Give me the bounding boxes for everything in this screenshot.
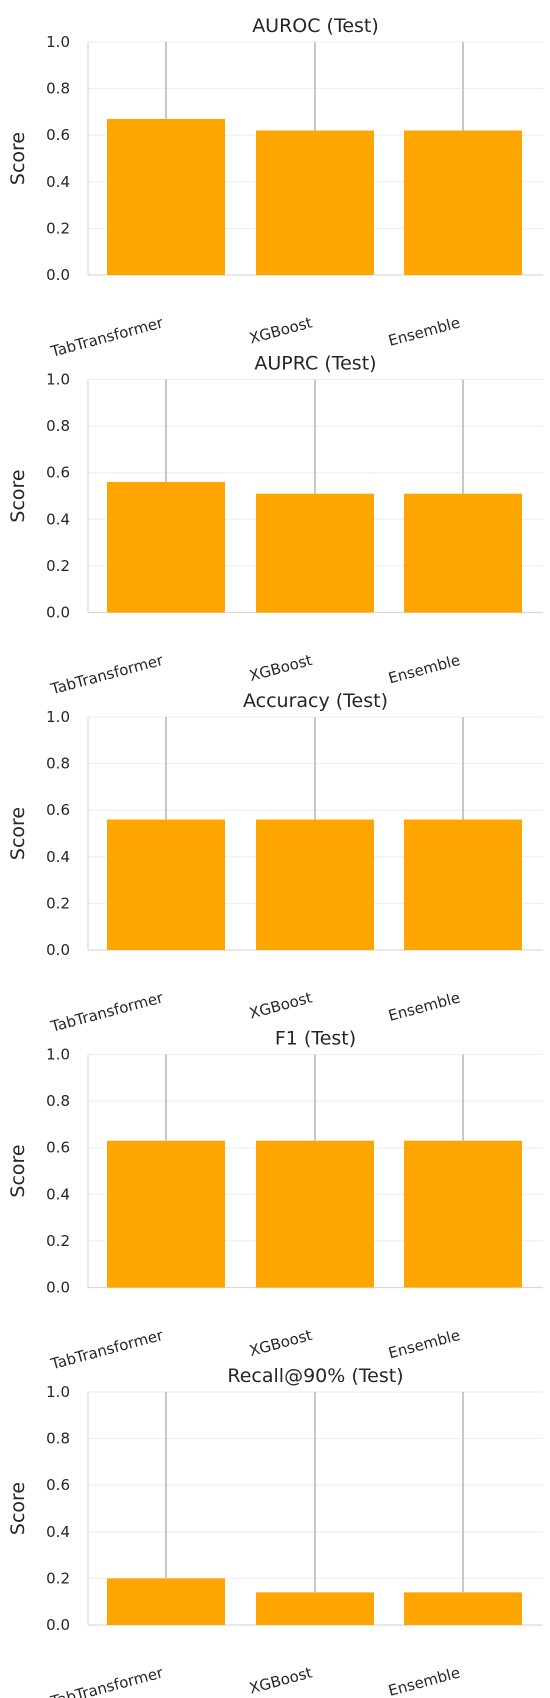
x-tick-label: Ensemble: [386, 313, 462, 349]
y-tick-label: 0.8: [46, 80, 70, 98]
x-tick-label: TabTransformer: [48, 651, 166, 699]
bar: [107, 118, 225, 275]
y-axis-label: Score: [7, 1482, 29, 1535]
y-tick-label: 0.8: [46, 1092, 70, 1110]
y-tick-label: 1.0: [46, 33, 70, 51]
x-tick-label: TabTransformer: [48, 988, 166, 1036]
x-tick-label: TabTransformer: [48, 1663, 166, 1698]
x-tick-label: XGBoost: [247, 1663, 314, 1697]
y-tick-label: 0.2: [46, 894, 70, 912]
y-tick-label: 0.6: [46, 1139, 70, 1157]
bar: [107, 819, 225, 950]
chart-title: Recall@90% (Test): [227, 1365, 403, 1387]
x-tick-label: Ensemble: [386, 1663, 462, 1698]
bar: [256, 1592, 374, 1625]
chart-panel-2: AUPRC (Test) 0.0 0.2 0.4 0.6 0.8 1.0 Score TabTr…: [7, 353, 543, 699]
y-tick-label: 1.0: [46, 708, 70, 726]
chart-panel-3: Accuracy (Test) 0.0 0.2 0.4 0.6 0.8 1.0 Score Ta…: [7, 690, 543, 1036]
y-tick-label: 0.6: [46, 464, 70, 482]
y-tick-label: 0.0: [46, 1279, 70, 1297]
bar: [107, 1578, 225, 1625]
x-tick-label: XGBoost: [247, 988, 314, 1022]
y-axis-label: Score: [7, 807, 29, 860]
y-tick-label: 0.4: [46, 848, 70, 866]
y-axis-label: Score: [7, 1144, 29, 1197]
x-tick-label: TabTransformer: [48, 1326, 166, 1374]
y-tick-label: 1.0: [46, 371, 70, 389]
x-tick-label: Ensemble: [386, 1326, 462, 1362]
y-tick-label: 0.4: [46, 1185, 70, 1203]
chart-title: AUROC (Test): [252, 15, 379, 37]
chart-title: AUPRC (Test): [254, 353, 376, 375]
y-tick-label: 0.8: [46, 1430, 70, 1448]
y-tick-label: 0.0: [46, 604, 70, 622]
y-tick-label: 0.6: [46, 801, 70, 819]
y-tick-label: 0.8: [46, 417, 70, 435]
x-tick-label: Ensemble: [386, 651, 462, 687]
y-axis-label: Score: [7, 132, 29, 185]
chart-panel-5: Recall@90% (Test) 0.0 0.2 0.4 0.6 0.8 1.0 Score…: [7, 1365, 543, 1698]
bar: [107, 1140, 225, 1288]
bar: [404, 819, 522, 950]
x-tick-label: XGBoost: [247, 1326, 314, 1360]
bar: [107, 482, 225, 613]
bar: [256, 493, 374, 613]
bar: [256, 130, 374, 275]
y-tick-label: 0.2: [46, 219, 70, 237]
y-tick-label: 0.2: [46, 1569, 70, 1587]
bar: [256, 819, 374, 950]
y-tick-label: 0.4: [46, 1523, 70, 1541]
y-tick-label: 1.0: [46, 1383, 70, 1401]
y-tick-label: 0.0: [46, 266, 70, 284]
y-tick-label: 1.0: [46, 1046, 70, 1064]
bar: [404, 493, 522, 613]
bar: [404, 130, 522, 275]
y-tick-label: 0.4: [46, 510, 70, 528]
x-tick-label: Ensemble: [386, 988, 462, 1024]
y-tick-label: 0.8: [46, 755, 70, 773]
y-tick-label: 0.0: [46, 1616, 70, 1634]
y-tick-label: 0.2: [46, 1232, 70, 1250]
bar: [256, 1140, 374, 1288]
y-tick-label: 0.4: [46, 173, 70, 191]
y-tick-label: 0.6: [46, 1476, 70, 1494]
chart-title: F1 (Test): [275, 1028, 356, 1050]
x-tick-label: XGBoost: [247, 651, 314, 685]
bar: [404, 1140, 522, 1288]
y-tick-label: 0.0: [46, 941, 70, 959]
y-tick-label: 0.2: [46, 557, 70, 575]
bar: [404, 1592, 522, 1625]
chart-title: Accuracy (Test): [243, 690, 388, 712]
y-tick-label: 0.6: [46, 126, 70, 144]
y-axis-label: Score: [7, 469, 29, 522]
chart-panel-1: AUROC (Test) 0.0 0.2 0.4 0.6 0.8 1.0 Score TabTr…: [7, 15, 543, 361]
x-tick-label: TabTransformer: [48, 313, 166, 361]
chart-panel-4: F1 (Test) 0.0 0.2 0.4 0.6 0.8 1.0 Score TabTrans…: [7, 1028, 543, 1374]
x-tick-label: XGBoost: [247, 313, 314, 347]
